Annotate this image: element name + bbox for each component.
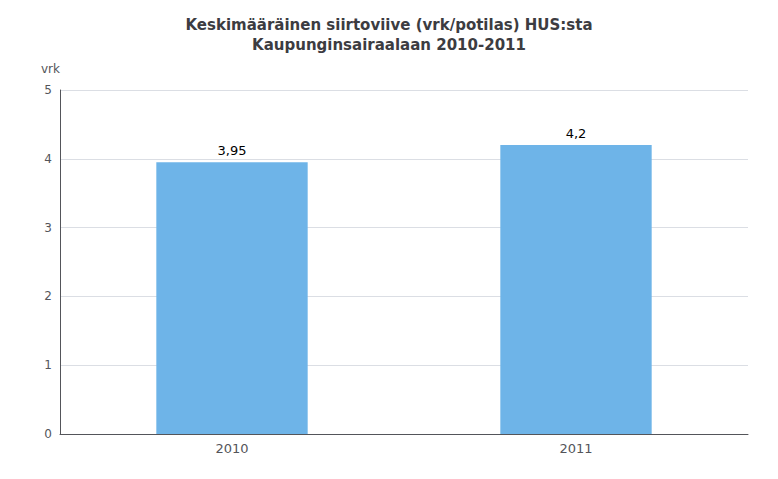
svg-text:3,95: 3,95 xyxy=(218,143,247,158)
svg-text:Keskimääräinen siirtoviive (vr: Keskimääräinen siirtoviive (vrk/potilas)… xyxy=(185,16,592,34)
svg-text:2: 2 xyxy=(44,289,52,303)
svg-text:1: 1 xyxy=(44,358,52,372)
svg-text:Kaupunginsairaalaan 2010-2011: Kaupunginsairaalaan 2010-2011 xyxy=(252,36,526,54)
svg-text:2011: 2011 xyxy=(559,441,592,456)
svg-text:5: 5 xyxy=(44,83,52,97)
svg-text:3: 3 xyxy=(44,221,52,235)
svg-text:vrk: vrk xyxy=(41,62,60,76)
svg-text:0: 0 xyxy=(44,427,52,441)
svg-text:4,2: 4,2 xyxy=(566,126,587,141)
svg-text:4: 4 xyxy=(44,152,52,166)
svg-text:2010: 2010 xyxy=(215,441,248,456)
